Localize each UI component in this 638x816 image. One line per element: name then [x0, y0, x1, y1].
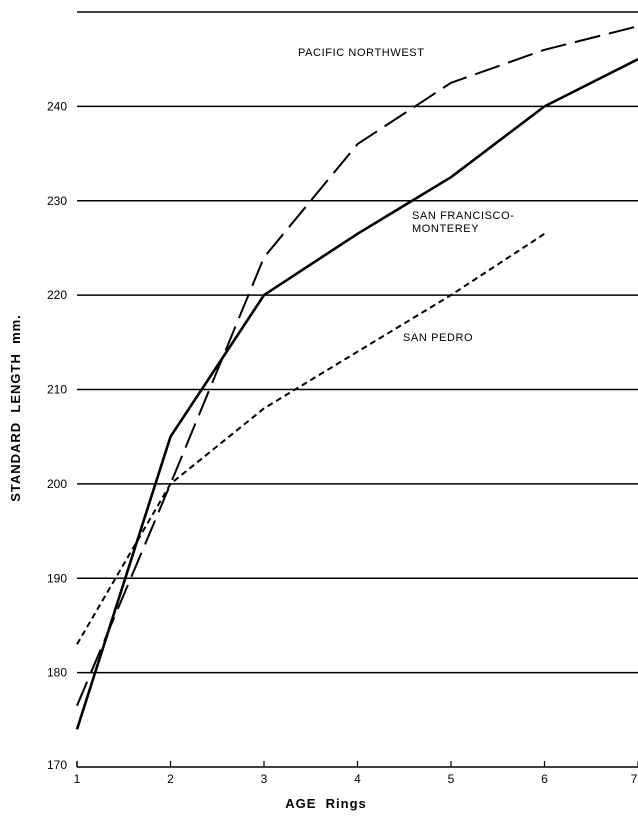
series-line-san-pedro	[76, 232, 546, 645]
label-pacific-northwest: PACIFIC NORTHWEST	[298, 47, 425, 59]
x-axis-title: AGE Rings	[285, 796, 367, 811]
y-tick-label-180: 180	[47, 666, 67, 680]
y-tick-label-210: 210	[47, 383, 67, 397]
x-tick-label-2: 2	[167, 772, 174, 786]
label-san-francisco-line1: SAN FRANCISCO-	[412, 210, 515, 222]
y-axis-title: STANDARD LENGTH mm.	[8, 314, 23, 502]
y-tick-label-200: 200	[47, 477, 67, 491]
series-line-pacific-northwest	[76, 25, 638, 707]
series-lines	[75, 25, 638, 730]
x-tick-label-7: 7	[631, 772, 638, 786]
y-tick-label-230: 230	[47, 194, 67, 208]
y-tick-label-170: 170	[47, 758, 67, 772]
y-tick-label-220: 220	[47, 288, 67, 302]
x-tick-label-1: 1	[74, 772, 81, 786]
series-line-san-francisco-monterey	[75, 58, 638, 730]
grid-lines	[76, 11, 638, 768]
label-san-pedro: SAN PEDRO	[403, 332, 473, 344]
x-tick-label-6: 6	[541, 772, 548, 786]
tick-labels: 1 2 3 4 5 6 7 170 180 190 200 210 220 230 240	[47, 99, 638, 786]
label-san-francisco-line2: MONTEREY	[412, 223, 479, 235]
y-tick-label-190: 190	[47, 571, 67, 585]
x-tick-label-3: 3	[261, 772, 268, 786]
x-tick-label-4: 4	[354, 772, 361, 786]
x-tick-label-5: 5	[448, 772, 455, 786]
y-tick-label-240: 240	[47, 99, 67, 113]
